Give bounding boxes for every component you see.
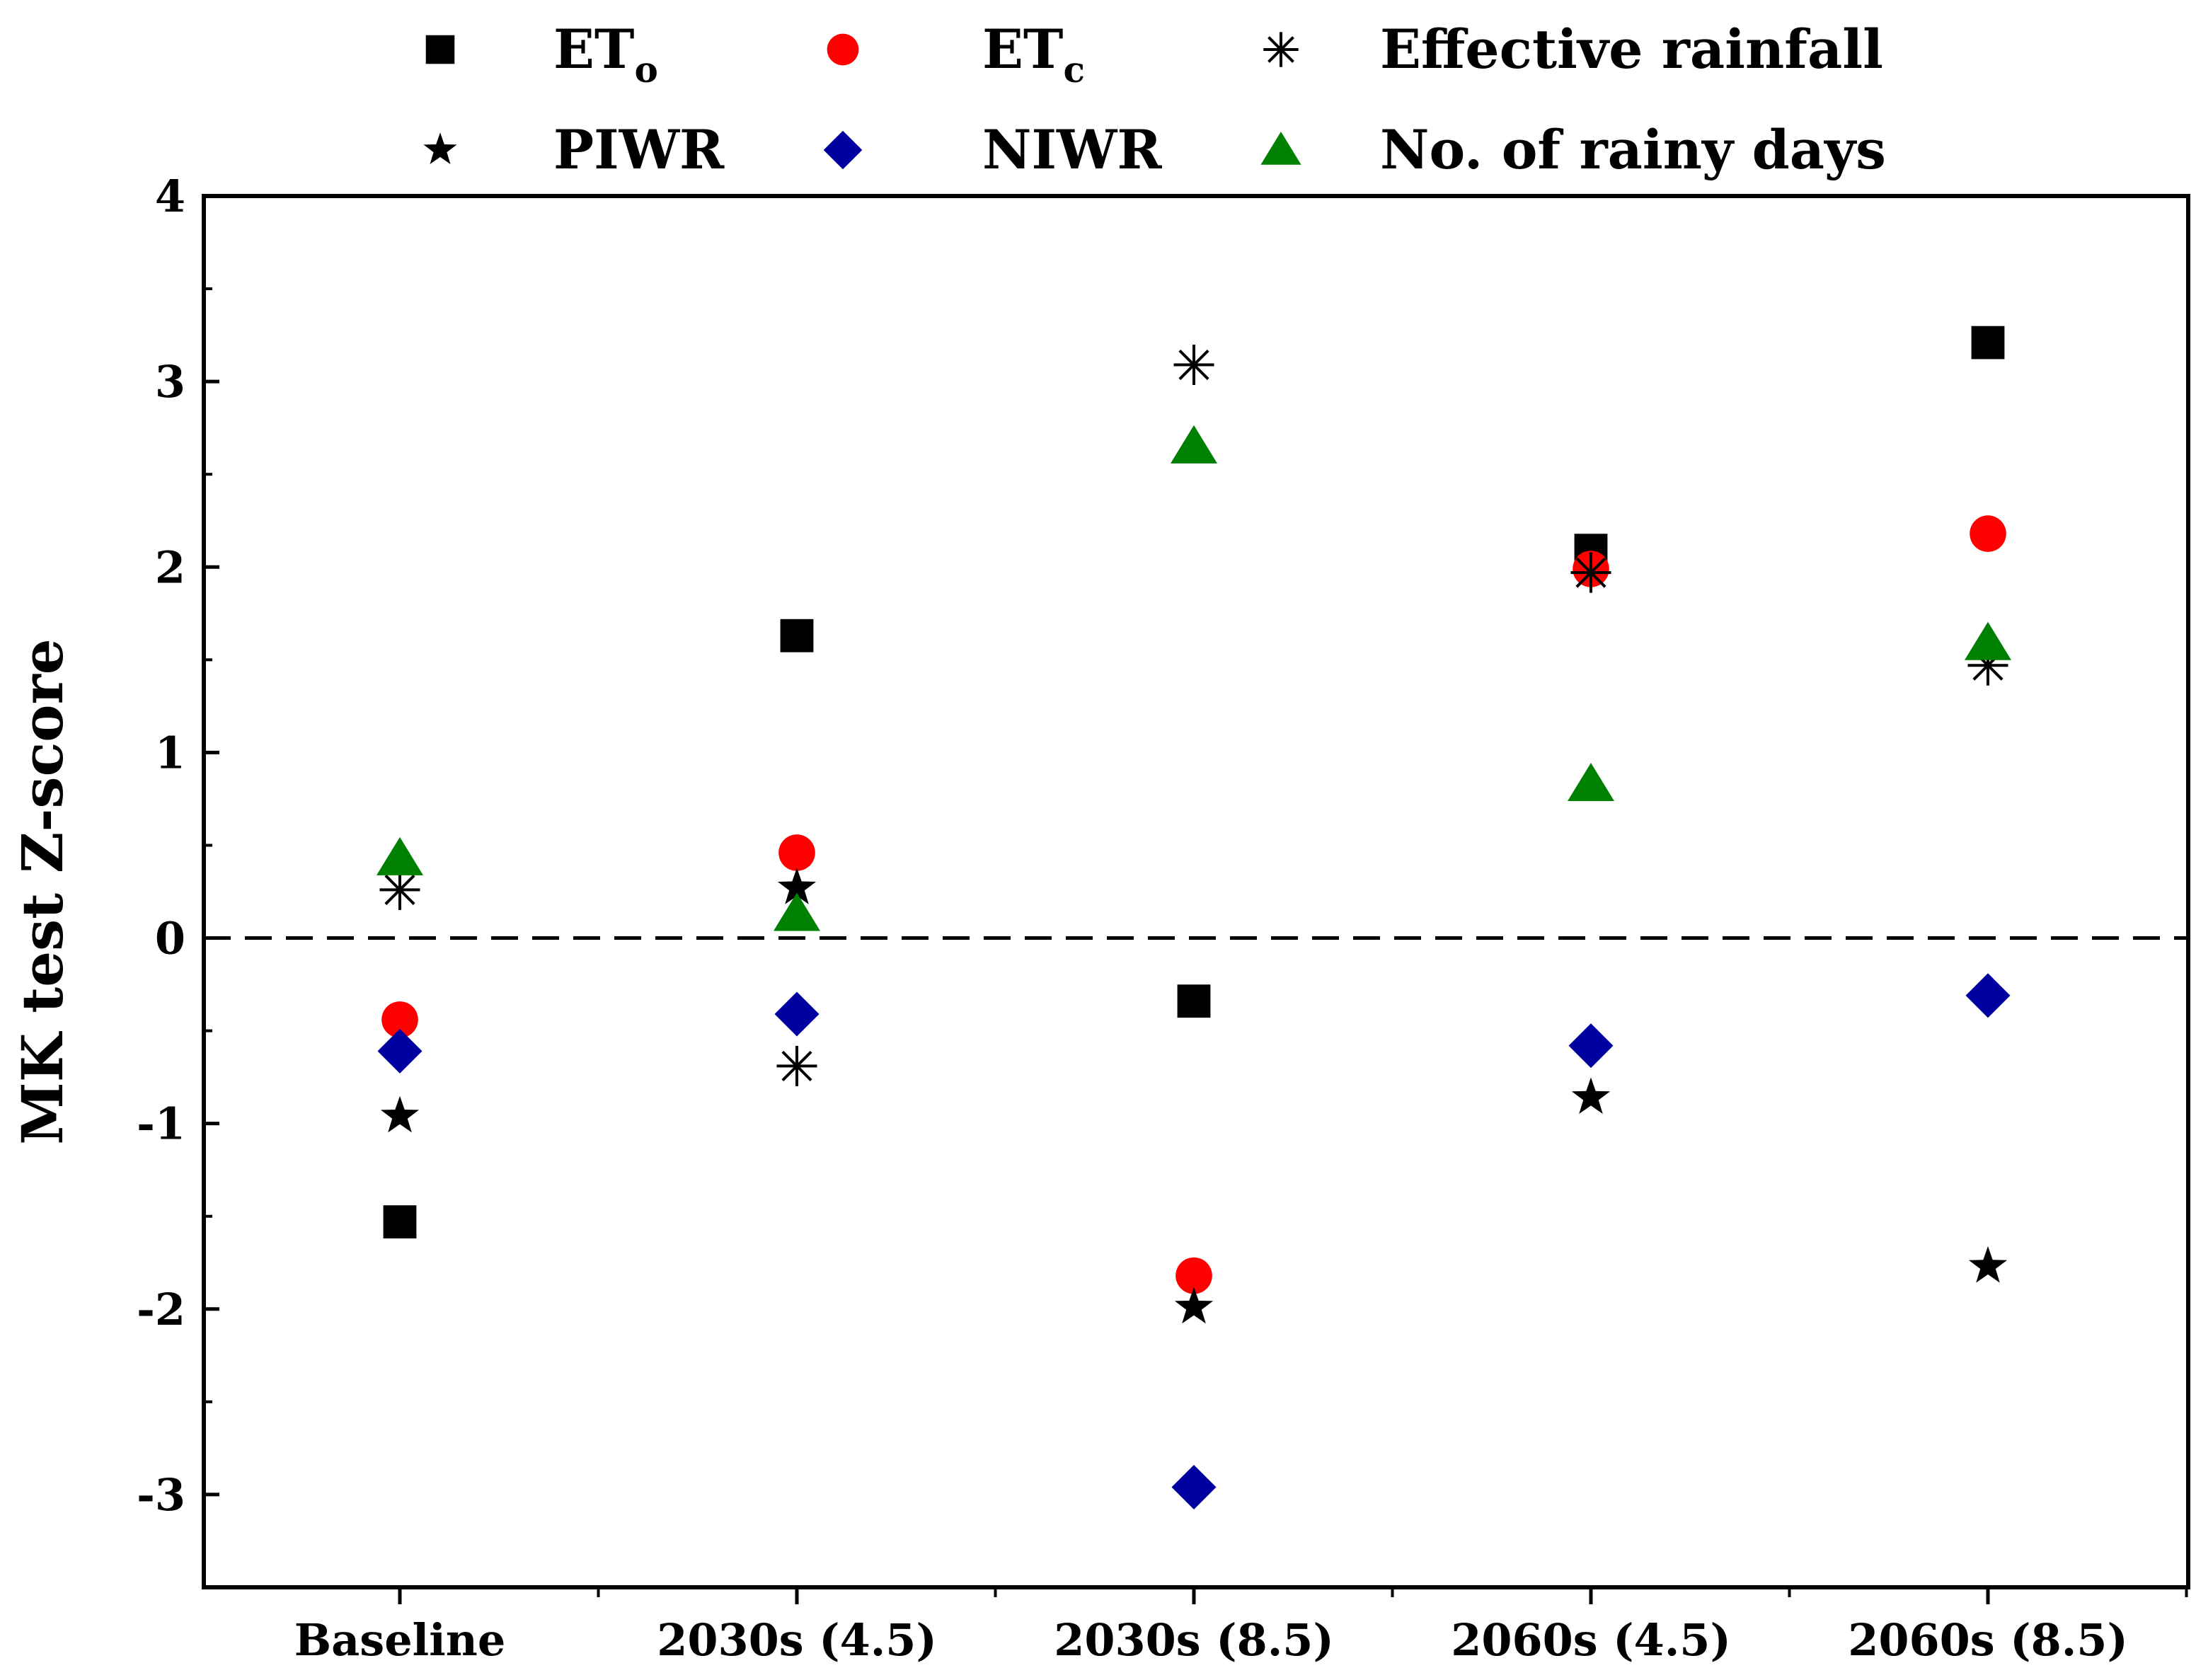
x-tick-label: 2030s (8.5) xyxy=(1054,1614,1334,1666)
data-point xyxy=(1177,984,1211,1018)
data-point xyxy=(1971,326,2005,359)
series-circle xyxy=(381,515,2006,1294)
data-point xyxy=(1568,1023,1614,1069)
legend-label: NIWR xyxy=(982,118,1162,181)
data-point xyxy=(776,1045,817,1086)
data-point xyxy=(1175,1257,1212,1294)
legend-marker xyxy=(423,132,457,164)
x-axis-ticks: Baseline 2030s (4.5) 2030s (8.5) 2060s (4.5… xyxy=(294,1587,2188,1666)
plot-frame xyxy=(202,194,2190,1589)
legend-item: ETc xyxy=(827,18,1085,91)
legend-marker xyxy=(823,130,863,170)
legend-item: No. of rainy days xyxy=(1260,118,1886,181)
legend-marker xyxy=(1263,32,1299,67)
data-point xyxy=(1965,621,2011,660)
data-point xyxy=(383,1205,417,1238)
y-tick-label: -3 xyxy=(137,1469,185,1521)
data-point xyxy=(1171,1464,1217,1509)
x-tick-label: 2030s (4.5) xyxy=(657,1614,937,1666)
x-tick-label: Baseline xyxy=(294,1614,506,1666)
y-tick-label: -2 xyxy=(137,1284,185,1335)
data-point xyxy=(381,1001,418,1038)
data-point xyxy=(380,1095,420,1133)
legend-item: PIWR xyxy=(423,118,725,181)
x-tick-label: 2060s (8.5) xyxy=(1848,1614,2128,1666)
y-tick-label: 4 xyxy=(155,171,185,222)
legend-marker xyxy=(425,35,455,64)
data-point xyxy=(1970,515,2006,552)
legend-marker xyxy=(1260,132,1301,165)
legend-label: Effective rainfall xyxy=(1380,18,1883,81)
data-point xyxy=(1968,1246,2008,1283)
legend: ETo ETc Effective rainfall PIWR NIWR No. of r… xyxy=(423,18,1886,181)
data-point xyxy=(1568,762,1614,801)
y-axis-ticks: -3 -2 -1 0 1 2 3 4 xyxy=(137,171,219,1589)
data-point xyxy=(1965,973,2011,1018)
y-tick-label: 2 xyxy=(155,541,185,593)
legend-label: No. of rainy days xyxy=(1380,118,1886,181)
y-axis-title: MK test Z-score xyxy=(9,638,76,1144)
legend-label: PIWR xyxy=(553,118,725,181)
legend-item: Effective rainfall xyxy=(1263,18,1883,81)
data-point xyxy=(774,991,820,1037)
series-star xyxy=(380,868,2008,1324)
data-point xyxy=(778,834,815,871)
legend-subscript: c xyxy=(1063,49,1084,91)
data-point xyxy=(1171,425,1217,464)
data-point xyxy=(376,836,423,875)
data-point xyxy=(1570,552,1611,593)
series-diamond xyxy=(377,973,2011,1509)
y-tick-label: 0 xyxy=(155,913,185,965)
y-tick-label: -1 xyxy=(137,1098,185,1150)
legend-marker xyxy=(827,33,859,66)
legend-subscript: o xyxy=(634,49,657,91)
series-triangle xyxy=(376,425,2011,931)
data-point xyxy=(377,1028,422,1074)
legend-label: ETc xyxy=(982,18,1085,91)
y-tick-label: 3 xyxy=(155,356,185,408)
data-marks xyxy=(376,326,2011,1509)
data-point xyxy=(777,868,817,904)
data-point xyxy=(780,619,814,652)
legend-label: ETo xyxy=(553,18,658,91)
legend-item: ETo xyxy=(425,18,658,91)
x-tick-label: 2060s (4.5) xyxy=(1451,1614,1731,1666)
data-point xyxy=(774,892,820,931)
data-point xyxy=(1173,345,1214,386)
y-tick-label: 1 xyxy=(155,727,185,778)
plot-area: -3 -2 -1 0 1 2 3 4 Baseline 2030s (4.5) 2030s (8.… xyxy=(137,171,2190,1666)
data-point xyxy=(379,869,420,910)
legend-item: NIWR xyxy=(823,118,1162,181)
data-point xyxy=(1571,1077,1611,1114)
data-point xyxy=(1174,1287,1214,1324)
